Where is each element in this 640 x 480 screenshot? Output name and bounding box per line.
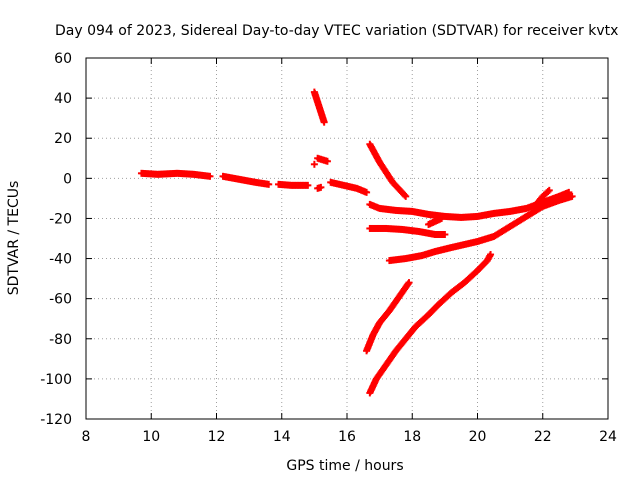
y-tick-label: -40 xyxy=(49,252,72,268)
trail-marker xyxy=(404,280,412,288)
y-tick-label: -60 xyxy=(49,292,72,308)
trail-marker xyxy=(263,180,271,188)
y-tick-label: -20 xyxy=(49,211,72,227)
trail-marker xyxy=(315,184,323,192)
trail-marker xyxy=(445,291,453,299)
chart-title: Day 094 of 2023, Sidereal Day-to-day VTE… xyxy=(55,23,618,39)
x-tick-label: 14 xyxy=(273,429,291,445)
trail-marker xyxy=(458,281,466,289)
x-axis-title: GPS time / hours xyxy=(286,458,403,474)
grid-lines xyxy=(86,58,608,419)
trail-marker xyxy=(361,188,369,196)
y-tick-label: 60 xyxy=(54,51,72,67)
y-tick-label: -120 xyxy=(40,412,72,428)
x-tick-label: 20 xyxy=(469,429,487,445)
trail-marker xyxy=(401,191,409,199)
x-tick-label: 18 xyxy=(403,429,421,445)
y-axis-title: SDTVAR / TECUs xyxy=(6,181,22,296)
trail-marker xyxy=(302,181,310,189)
trail-marker xyxy=(481,259,489,267)
y-tick-label: -80 xyxy=(49,332,72,348)
axis-ticks: 8 10 12 14 16 18 20 22 24 60 40 20 0 -20 -40 -60 -80 -100… xyxy=(40,51,617,445)
y-tick-label: 20 xyxy=(54,131,72,147)
x-tick-label: 10 xyxy=(142,429,160,445)
trail-marker xyxy=(204,172,212,180)
x-tick-label: 24 xyxy=(599,429,617,445)
trail-marker xyxy=(436,215,444,223)
trail-marker xyxy=(400,190,408,198)
trail-marker xyxy=(322,157,330,165)
x-tick-label: 12 xyxy=(208,429,226,445)
x-tick-label: 16 xyxy=(338,429,356,445)
y-tick-label: -100 xyxy=(40,372,72,388)
trail-marker xyxy=(486,252,494,260)
trail-marker xyxy=(543,189,551,197)
trail-marker xyxy=(320,117,328,125)
x-tick-label: 22 xyxy=(534,429,552,445)
trail-marker xyxy=(439,230,447,238)
trail-marker xyxy=(544,188,552,196)
trail-marker xyxy=(567,193,575,201)
x-tick-label: 8 xyxy=(82,429,91,445)
y-tick-label: 40 xyxy=(54,91,72,107)
data-point xyxy=(310,160,318,168)
data-points xyxy=(137,88,576,397)
y-tick-label: 0 xyxy=(63,171,72,187)
